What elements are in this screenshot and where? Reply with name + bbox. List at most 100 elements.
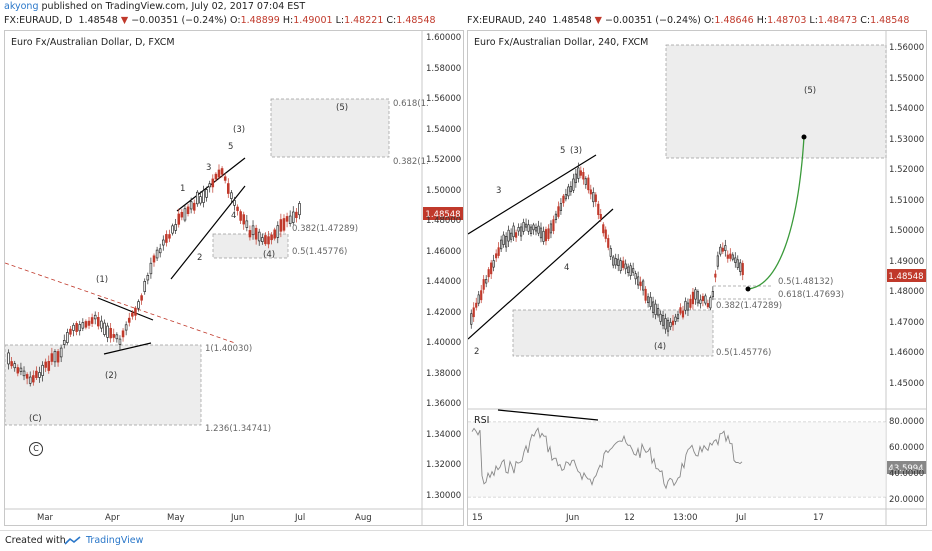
candle-body (236, 206, 239, 211)
candle-body (689, 298, 692, 308)
candle-body (202, 190, 205, 203)
candle-body (522, 222, 525, 232)
candle-body (664, 318, 667, 330)
candle-body (208, 183, 211, 188)
x-axis-tick: 17 (813, 513, 824, 523)
candle-body (10, 361, 13, 367)
wave-label: 5 (228, 142, 234, 152)
candle-body (485, 279, 488, 284)
wave-label: (3) (570, 146, 583, 156)
right-chart-svg[interactable]: 1.48548 43.5994 (468, 31, 926, 525)
candle-body (592, 192, 595, 203)
candle-body (149, 262, 153, 275)
y-axis-tick: 1.34000 (426, 429, 462, 440)
wave-label: 4 (231, 211, 237, 221)
left-symbol: FX:EURAUD, D (4, 15, 73, 26)
candle-body (711, 291, 714, 298)
author-link[interactable]: akyong (4, 1, 39, 12)
candle-body (137, 301, 140, 309)
candle-body (192, 202, 196, 211)
candle-body (273, 229, 276, 239)
candle-body (517, 227, 520, 232)
candle-body (609, 248, 612, 257)
wave-label: (4) (263, 250, 276, 260)
candle-body (537, 225, 540, 234)
candle-body (681, 310, 685, 318)
candle-body (233, 200, 236, 206)
candle-body (534, 227, 538, 232)
y-axis-tick: 1.49000 (889, 256, 925, 267)
left-chart-svg[interactable]: 1.48548 (5, 31, 463, 525)
x-axis-tick: Jul (295, 513, 306, 523)
candle-body (619, 260, 622, 271)
candle-body (242, 214, 246, 225)
candle-body (694, 289, 697, 300)
y-axis-tick: 20.0000 (889, 495, 925, 505)
left-high: 1.49001 (293, 15, 333, 26)
wave-label: 3 (496, 186, 502, 196)
candle-body (205, 189, 208, 198)
candle-body (41, 364, 44, 376)
candle-body (656, 308, 660, 316)
candle-body (524, 223, 528, 228)
left-high-label: H: (282, 15, 294, 26)
y-axis-tick: 1.53000 (889, 134, 925, 145)
trendline-dashed (5, 262, 236, 344)
wedge-lower-2 (170, 185, 246, 280)
down-arrow-icon: ▼ (120, 15, 129, 26)
candle-body (582, 172, 585, 180)
candle-body (577, 167, 580, 179)
left-chart-pane[interactable]: 1.48548 Euro Fx/Australian Dollar, D, FX… (4, 30, 464, 526)
y-axis-tick: 1.46000 (426, 246, 462, 257)
candle-body (691, 291, 695, 305)
candle-body (647, 296, 650, 303)
right-price-marker-text: 1.48548 (888, 272, 923, 282)
tradingview-logo-icon (64, 536, 81, 545)
right-price: 1.48548 (552, 15, 592, 26)
candle-body (146, 275, 150, 281)
candle-body (183, 208, 187, 221)
rsi-value-marker (887, 461, 926, 474)
projection-arrow (747, 136, 805, 290)
fib-label: 0.5(1.48132) (778, 277, 834, 287)
candle-body (510, 232, 513, 240)
candle-body (47, 361, 51, 371)
right-chart-pane[interactable]: 1.48548 43.5994 Euro Fx/Australian Dolla… (467, 30, 927, 526)
right-open-label: O: (703, 15, 715, 26)
candle-body (189, 201, 193, 210)
y-axis-tick: 1.52000 (889, 165, 925, 175)
candle-body (282, 218, 286, 231)
candle-body (649, 296, 652, 307)
candle-body (719, 246, 722, 255)
x-axis-tick: Jun (231, 513, 245, 523)
candle-body (502, 234, 505, 245)
candle-body (152, 255, 156, 263)
candle-body (684, 300, 687, 311)
candle-body (477, 294, 480, 304)
right-close: 1.48548 (870, 15, 910, 26)
candle-body (716, 255, 719, 267)
wave-label: 2 (474, 347, 480, 357)
y-axis-tick: 1.36000 (426, 399, 462, 409)
candle-body (532, 224, 535, 231)
left-low-label: L: (335, 15, 345, 26)
candle-body (7, 352, 10, 365)
candle-body (704, 295, 707, 304)
right-open: 1.48646 (714, 15, 754, 26)
fib-label: 1.236(1.34741) (205, 424, 272, 434)
candle-body (75, 323, 78, 332)
candle-body (69, 328, 72, 335)
candle-body (539, 227, 543, 239)
wave-label: 1 (180, 184, 186, 194)
candle-body (651, 301, 655, 313)
candle-body (554, 213, 558, 221)
y-axis-tick: 1.50000 (889, 226, 925, 236)
candle-body (569, 186, 572, 193)
x-axis-tick: Jul (736, 513, 747, 523)
candle-body (714, 273, 717, 278)
tradingview-brand-link[interactable]: TradingView (86, 535, 144, 546)
candle-body (529, 226, 533, 234)
candle-body (627, 266, 630, 274)
candle-body (211, 178, 215, 188)
y-axis-tick: 1.54000 (426, 124, 462, 135)
